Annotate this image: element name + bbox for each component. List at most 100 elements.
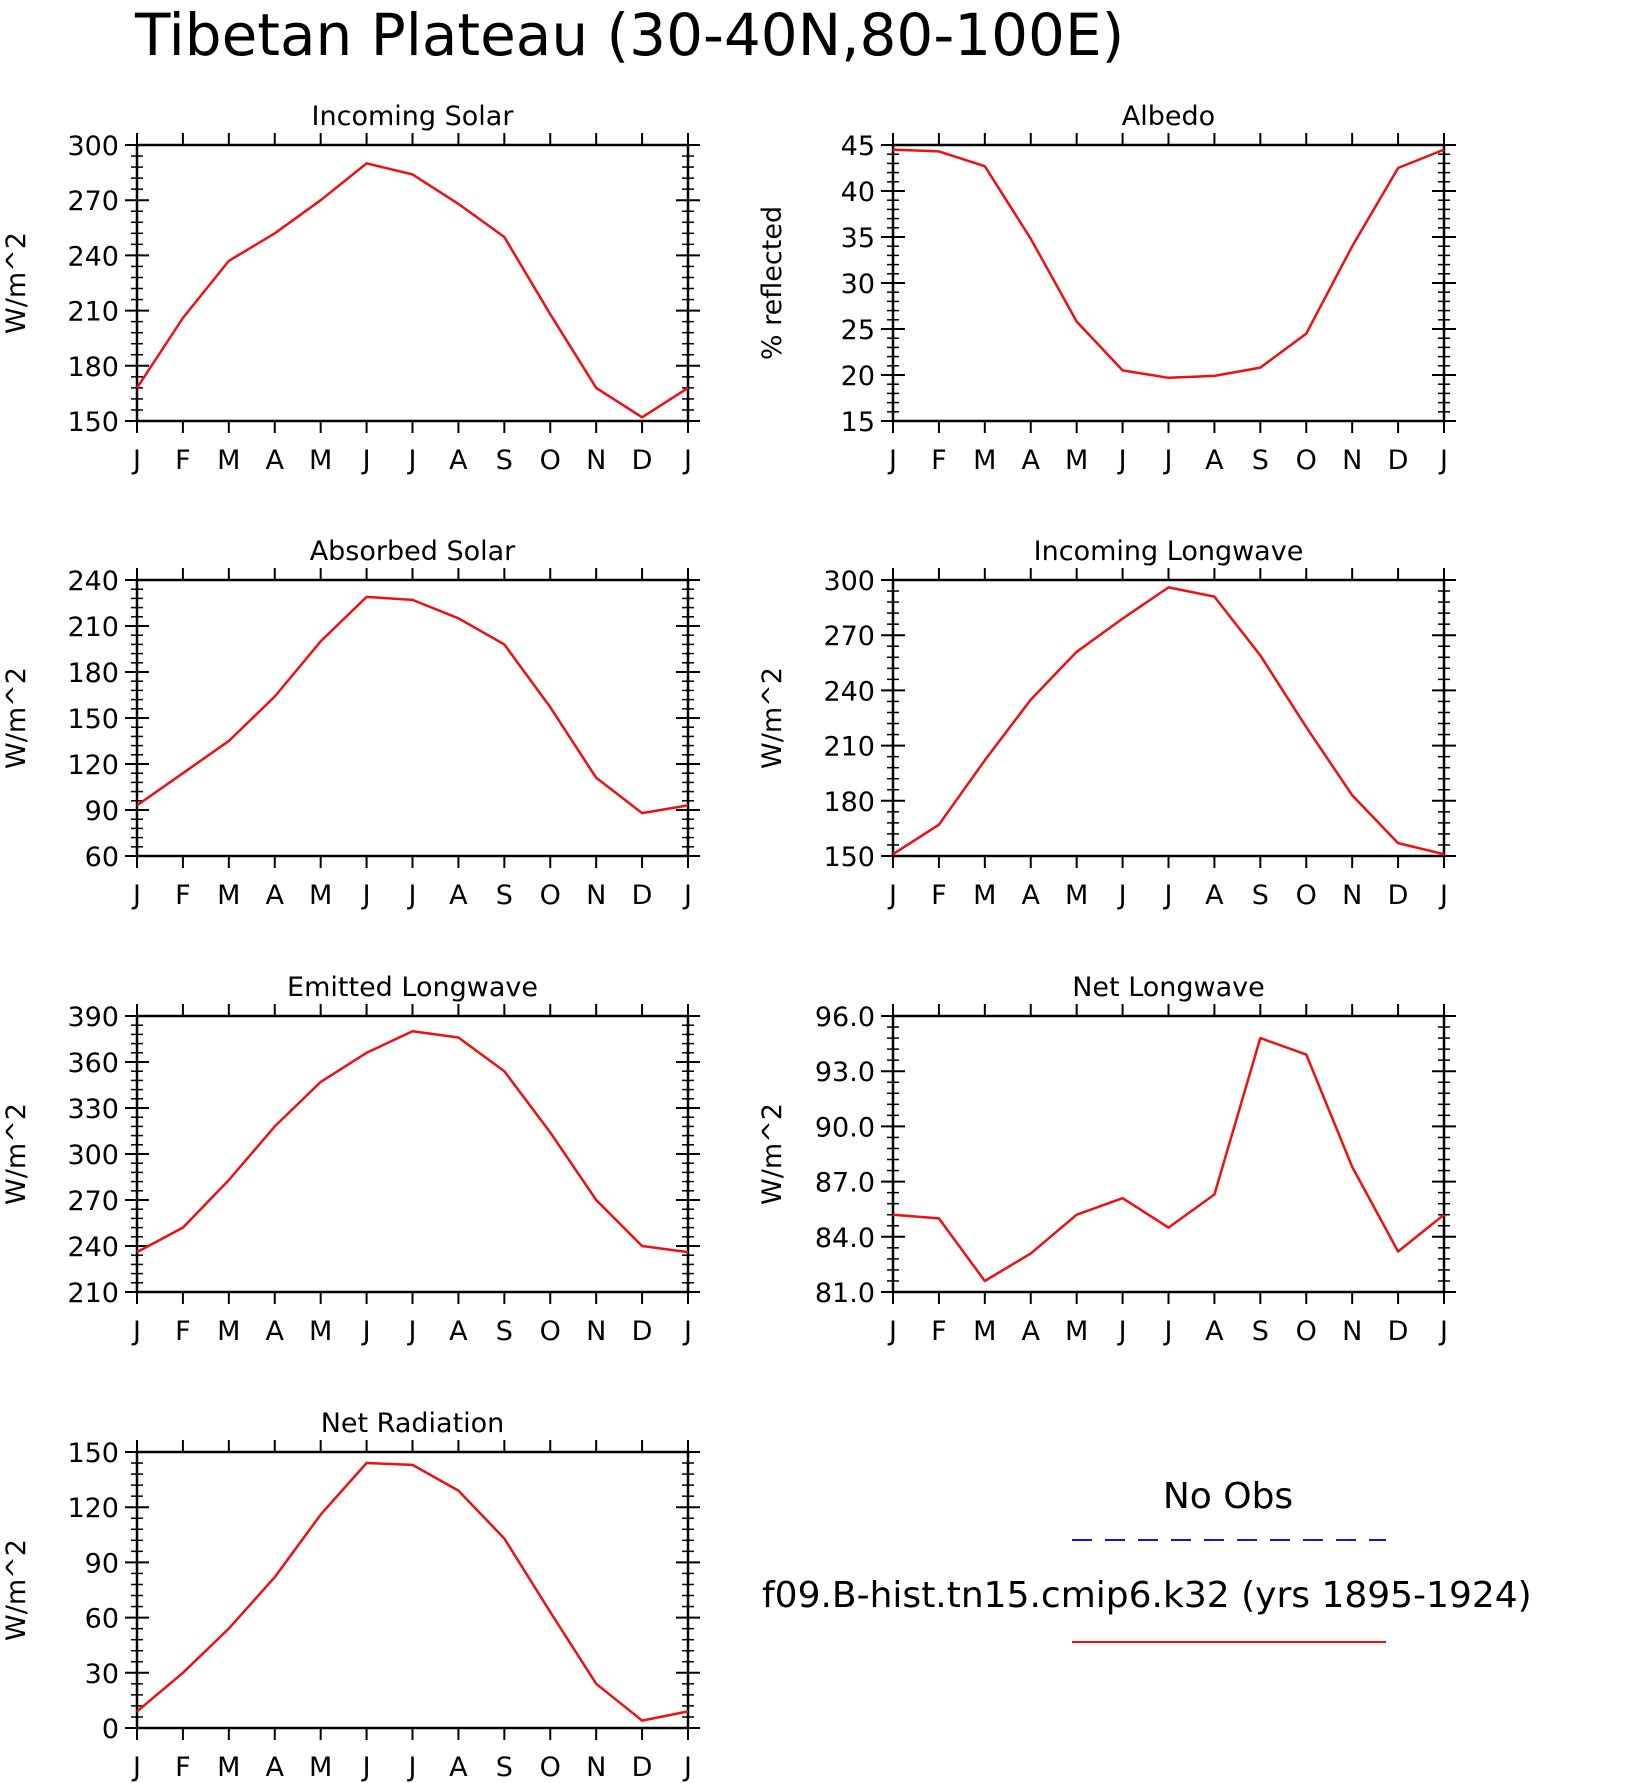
absorbed-solar-y-tick-label: 180: [67, 658, 119, 689]
incoming-solar-x-tick-label: N: [586, 445, 606, 476]
absorbed-solar-x-tick-label: F: [175, 880, 191, 911]
net-radiation-x-tick-label: A: [449, 1752, 468, 1783]
absorbed-solar-x-tick-label: A: [449, 880, 468, 911]
incoming-longwave-x-tick-label: J: [887, 880, 897, 911]
incoming-solar-x-tick-label: M: [309, 445, 332, 476]
albedo-title: Albedo: [1122, 101, 1215, 132]
net-radiation-x-tick-label: J: [131, 1752, 141, 1783]
incoming-longwave-y-tick-label: 210: [823, 732, 875, 763]
legend-obs-label: No Obs: [1163, 1476, 1293, 1517]
incoming-solar-x-tick-label: J: [407, 445, 417, 476]
emitted-longwave-y-axis-label: W/m^2: [1, 1103, 32, 1205]
albedo-x-tick-label: A: [1022, 445, 1041, 476]
emitted-longwave-x-tick-label: S: [496, 1316, 513, 1347]
incoming-solar-x-tick-label: A: [266, 445, 285, 476]
net-longwave-plot-frame: [891, 1014, 1446, 1294]
absorbed-solar-x-tick-label: A: [266, 880, 285, 911]
absorbed-solar-y-tick-label: 210: [67, 612, 119, 643]
net-radiation-x-tick-label: D: [632, 1752, 653, 1783]
emitted-longwave-x-tick-label: J: [131, 1316, 141, 1347]
incoming-solar-title: Incoming Solar: [312, 101, 515, 132]
net-radiation-x-tick-label: J: [407, 1752, 417, 1783]
incoming-longwave-x-tick-label: N: [1342, 880, 1362, 911]
emitted-longwave-x-tick-label: J: [407, 1316, 417, 1347]
albedo-x-tick-label: M: [1065, 445, 1088, 476]
net-radiation-x-tick-label: M: [309, 1752, 332, 1783]
net-radiation-y-tick-label: 30: [85, 1659, 119, 1690]
net-longwave-x-tick-label: N: [1342, 1316, 1362, 1347]
albedo-y-tick-label: 20: [841, 361, 875, 392]
net-radiation-x-tick-label: F: [175, 1752, 191, 1783]
absorbed-solar-x-tick-label: J: [361, 880, 371, 911]
net-radiation-series-line: [136, 1461, 689, 1722]
incoming-longwave-chart: J F M A M J J A S O N D J150180210240270300Incoming …: [757, 536, 1456, 911]
incoming-longwave-x-tick-label: A: [1205, 880, 1224, 911]
net-radiation-y-tick-label: 90: [85, 1548, 119, 1579]
absorbed-solar-x-tick-label: J: [407, 880, 417, 911]
albedo-x-tick-label: N: [1342, 445, 1362, 476]
incoming-solar-x-tick-label: M: [217, 445, 240, 476]
absorbed-solar-y-tick-label: 90: [85, 796, 119, 827]
incoming-solar-x-tick-label: S: [496, 445, 513, 476]
net-longwave-x-tick-label: A: [1205, 1316, 1224, 1347]
incoming-solar-y-tick-label: 300: [67, 131, 119, 162]
incoming-solar-plot-frame: [135, 143, 690, 423]
incoming-solar-y-tick-label: 180: [67, 352, 119, 383]
incoming-longwave-y-tick-label: 180: [823, 787, 875, 818]
net-radiation-y-tick-label: 0: [102, 1714, 119, 1745]
net-longwave-series-line: [892, 1036, 1445, 1283]
emitted-longwave-plot-frame: [135, 1014, 690, 1294]
albedo-y-tick-label: 25: [841, 315, 875, 346]
absorbed-solar-x-tick-label: O: [540, 880, 561, 911]
net-longwave-y-tick-label: 96.0: [815, 1002, 875, 1033]
absorbed-solar-x-tick-label: J: [682, 880, 692, 911]
absorbed-solar-y-tick-label: 240: [67, 566, 119, 597]
emitted-longwave-x-tick-label: J: [682, 1316, 692, 1347]
net-longwave-x-tick-label: M: [973, 1316, 996, 1347]
absorbed-solar-x-tick-label: D: [632, 880, 653, 911]
incoming-solar-y-axis-label: W/m^2: [1, 232, 32, 334]
net-radiation-x-tick-label: M: [217, 1752, 240, 1783]
incoming-solar-y-tick-label: 270: [67, 186, 119, 217]
legend-model-label: f09.B-hist.tn15.cmip6.k32 (yrs 1895-1924…: [762, 1575, 1532, 1616]
incoming-longwave-series-line: [892, 586, 1445, 856]
incoming-longwave-x-tick-label: J: [1163, 880, 1173, 911]
net-radiation-y-tick-label: 150: [67, 1438, 119, 1469]
albedo-x-tick-label: M: [973, 445, 996, 476]
incoming-longwave-title: Incoming Longwave: [1034, 536, 1304, 567]
net-longwave-x-tick-label: M: [1065, 1316, 1088, 1347]
incoming-longwave-x-tick-label: J: [1117, 880, 1127, 911]
net-longwave-x-tick-label: A: [1022, 1316, 1041, 1347]
emitted-longwave-y-tick-label: 270: [67, 1186, 119, 1217]
incoming-longwave-plot-frame: [891, 578, 1446, 858]
albedo-x-tick-label: J: [1163, 445, 1173, 476]
emitted-longwave-x-tick-label: O: [540, 1316, 561, 1347]
incoming-solar-x-tick-label: A: [449, 445, 468, 476]
net-longwave-y-tick-label: 90.0: [815, 1112, 875, 1143]
incoming-longwave-x-tick-label: M: [973, 880, 996, 911]
emitted-longwave-x-tick-label: A: [266, 1316, 285, 1347]
emitted-longwave-y-tick-label: 240: [67, 1232, 119, 1263]
albedo-x-tick-label: J: [1438, 445, 1448, 476]
incoming-longwave-y-tick-label: 270: [823, 621, 875, 652]
emitted-longwave-x-tick-label: J: [361, 1316, 371, 1347]
absorbed-solar-title: Absorbed Solar: [310, 536, 516, 567]
net-longwave-y-tick-label: 87.0: [815, 1168, 875, 1199]
net-radiation-x-tick-label: J: [682, 1752, 692, 1783]
absorbed-solar-y-tick-label: 120: [67, 750, 119, 781]
net-longwave-title: Net Longwave: [1072, 972, 1265, 1003]
absorbed-solar-x-tick-label: J: [131, 880, 141, 911]
incoming-longwave-x-tick-label: M: [1065, 880, 1088, 911]
albedo-y-tick-label: 30: [841, 269, 875, 300]
incoming-longwave-x-tick-label: O: [1296, 880, 1317, 911]
absorbed-solar-y-tick-label: 60: [85, 842, 119, 873]
incoming-longwave-x-tick-label: J: [1438, 880, 1448, 911]
net-longwave-x-tick-label: S: [1252, 1316, 1269, 1347]
albedo-x-tick-label: F: [931, 445, 947, 476]
incoming-solar-x-tick-label: J: [131, 445, 141, 476]
net-longwave-x-tick-label: F: [931, 1316, 947, 1347]
net-longwave-x-tick-label: J: [1117, 1316, 1127, 1347]
albedo-y-tick-label: 15: [841, 407, 875, 438]
chart-panels: J F M A M J J A S O N D J150180210240270300Incoming …: [1, 101, 1456, 1783]
